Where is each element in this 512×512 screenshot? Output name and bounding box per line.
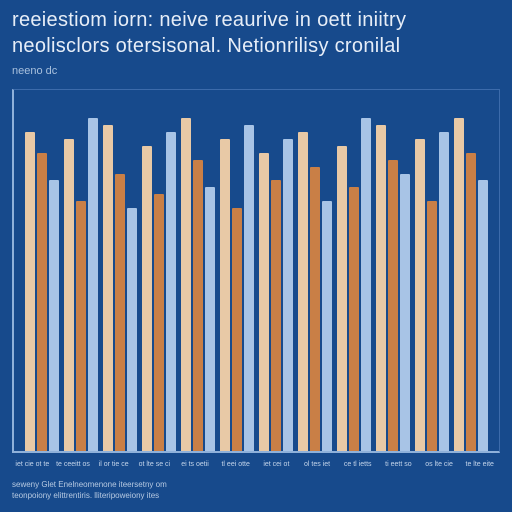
- bar: [115, 174, 125, 451]
- bar: [220, 139, 230, 451]
- bar: [439, 132, 449, 451]
- x-axis-label: iet cie ot te: [12, 459, 53, 471]
- subtitle: neeno dc: [12, 65, 500, 77]
- bar: [64, 139, 74, 451]
- bar: [181, 118, 191, 451]
- bar-group: [178, 104, 217, 451]
- footer-line-2: teonpoiony elittrentiris. lliteripoweion…: [12, 491, 500, 502]
- bar: [322, 201, 332, 451]
- bar: [454, 118, 464, 451]
- x-axis-label: iet cei ot: [256, 459, 297, 471]
- bar: [298, 132, 308, 451]
- x-axis-label: ot lte se ci: [134, 459, 175, 471]
- bar: [37, 153, 47, 451]
- bar-group: [139, 104, 178, 451]
- bar: [271, 180, 281, 450]
- x-axis-label: ti eett so: [378, 459, 419, 471]
- bar: [232, 208, 242, 451]
- chart-x-axis: iet cie ot tete ceeitt osil or tie ceot …: [12, 459, 500, 471]
- title-line-2: neolisclors otersisonal. Netionrilisy cr…: [12, 34, 500, 60]
- x-axis-label: il or tie ce: [93, 459, 134, 471]
- title-line-1: reeiestiom iorn: neive reaurive in oett …: [12, 8, 500, 34]
- chart-footer: seweny Glet Enelneomenone iteersetny om …: [12, 480, 500, 502]
- bar: [310, 167, 320, 451]
- bar: [388, 160, 398, 451]
- bar-group: [256, 104, 295, 451]
- chart-plot-area: [12, 89, 500, 453]
- bar: [478, 180, 488, 450]
- bar: [244, 125, 254, 451]
- bar: [466, 153, 476, 451]
- bar: [49, 180, 59, 450]
- bar-group: [100, 104, 139, 451]
- bar-group: [61, 104, 100, 451]
- x-axis-label: te ceeitt os: [53, 459, 94, 471]
- x-axis-label: ei ts oetii: [175, 459, 216, 471]
- bar: [142, 146, 152, 451]
- bar-group: [22, 104, 61, 451]
- bar-group: [296, 104, 335, 451]
- bar: [103, 125, 113, 451]
- x-axis-label: te lte eite: [459, 459, 500, 471]
- bar: [76, 201, 86, 451]
- x-axis-label: os lte cie: [419, 459, 460, 471]
- bar: [166, 132, 176, 451]
- bar-group: [335, 104, 374, 451]
- footer-line-1: seweny Glet Enelneomenone iteersetny om: [12, 480, 500, 491]
- bar: [376, 125, 386, 451]
- bar: [415, 139, 425, 451]
- bar-group: [413, 104, 452, 451]
- bar: [427, 201, 437, 451]
- bar: [349, 187, 359, 450]
- bar: [400, 174, 410, 451]
- bar: [205, 187, 215, 450]
- bar: [361, 118, 371, 451]
- bar: [337, 146, 347, 451]
- x-axis-label: ce tl ietts: [337, 459, 378, 471]
- x-axis-label: tl eei otte: [215, 459, 256, 471]
- bar-group: [452, 104, 491, 451]
- bar: [154, 194, 164, 450]
- bar: [259, 153, 269, 451]
- x-axis-label: ol tes iet: [297, 459, 338, 471]
- bar: [88, 118, 98, 451]
- bar: [193, 160, 203, 451]
- bar-group: [217, 104, 256, 451]
- bar-group: [374, 104, 413, 451]
- bar: [127, 208, 137, 451]
- chart-header: reeiestiom iorn: neive reaurive in oett …: [0, 0, 512, 81]
- bar: [283, 139, 293, 451]
- bar: [25, 132, 35, 451]
